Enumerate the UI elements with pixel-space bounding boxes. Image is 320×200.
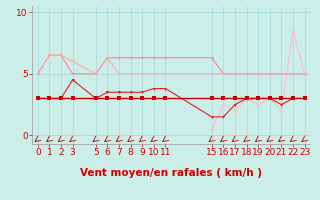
X-axis label: Vent moyen/en rafales ( km/h ): Vent moyen/en rafales ( km/h ) [80,168,262,178]
